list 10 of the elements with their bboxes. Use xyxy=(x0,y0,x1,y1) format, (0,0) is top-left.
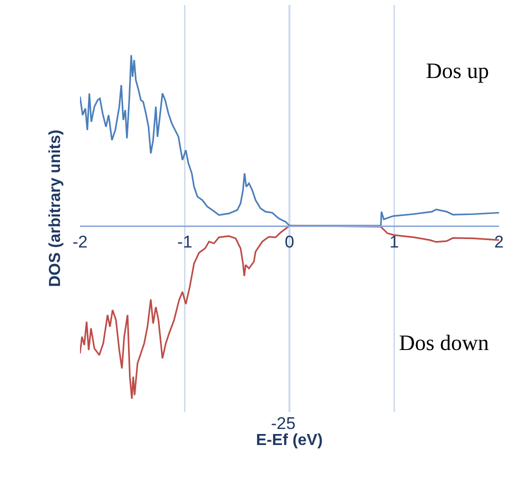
y-axis-title: DOS (arbitrary units) xyxy=(47,130,64,287)
x-tick-label: -1 xyxy=(177,232,192,252)
x-tick-label: -2 xyxy=(72,232,88,252)
text: -25 xyxy=(271,414,296,433)
x-tick-label: 2 xyxy=(494,232,504,252)
x-tick-label: 0 xyxy=(284,232,294,252)
annotation: Dos down xyxy=(399,330,489,355)
x-tick-label: 1 xyxy=(390,232,399,252)
x-axis-title: E-Ef (eV) xyxy=(256,432,323,449)
annotation: Dos up xyxy=(426,58,489,83)
